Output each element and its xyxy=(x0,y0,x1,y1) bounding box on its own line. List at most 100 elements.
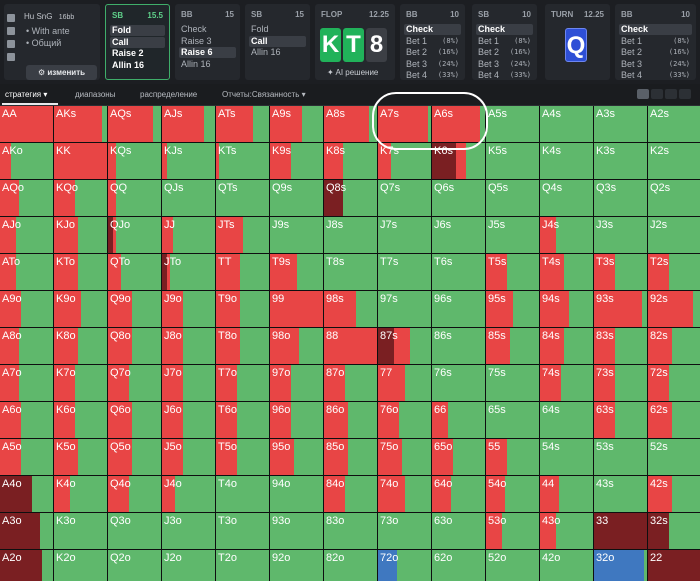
hand-cell-64o[interactable]: 64o xyxy=(432,476,485,512)
hand-cell-76o[interactable]: 76o xyxy=(378,402,431,438)
hand-cell-T4o[interactable]: T4o xyxy=(216,476,269,512)
ai-solution-link[interactable]: ✦ AI решение xyxy=(327,68,379,77)
hand-cell-J8s[interactable]: J8s xyxy=(324,217,377,253)
hand-cell-QQ[interactable]: QQ xyxy=(108,180,161,216)
hand-cell-K4o[interactable]: K4o xyxy=(54,476,107,512)
hand-cell-82o[interactable]: 82o xyxy=(324,550,377,581)
hand-cell-K6o[interactable]: K6o xyxy=(54,402,107,438)
option-bet-2[interactable]: Bet 2 (16%) xyxy=(621,47,690,57)
hand-cell-75s[interactable]: 75s xyxy=(486,365,539,401)
hand-cell-Q6s[interactable]: Q6s xyxy=(432,180,485,216)
hand-cell-97o[interactable]: 97o xyxy=(270,365,323,401)
hand-cell-52s[interactable]: 52s xyxy=(648,439,700,475)
hand-cell-94s[interactable]: 94s xyxy=(540,291,593,327)
hand-cell-98s[interactable]: 98s xyxy=(324,291,377,327)
hand-cell-84o[interactable]: 84o xyxy=(324,476,377,512)
tab-distribution[interactable]: распределение xyxy=(140,90,198,99)
hand-cell-97s[interactable]: 97s xyxy=(378,291,431,327)
action-panel-sb-flop[interactable]: SB 10 Check Bet 1 (8%) Bet 2 (16%) Bet 3 (24… xyxy=(472,4,537,80)
tab-strategy[interactable]: стратегия ▾ xyxy=(5,90,48,99)
hand-cell-32o[interactable]: 32o xyxy=(594,550,647,581)
hand-cell-Q7s[interactable]: Q7s xyxy=(378,180,431,216)
hand-cell-J4o[interactable]: J4o xyxy=(162,476,215,512)
hand-cell-99[interactable]: 99 xyxy=(270,291,323,327)
option-call[interactable]: Call xyxy=(110,36,165,48)
hand-cell-86s[interactable]: 86s xyxy=(432,328,485,364)
hand-cell-94o[interactable]: 94o xyxy=(270,476,323,512)
hand-cell-J3s[interactable]: J3s xyxy=(594,217,647,253)
hand-cell-KK[interactable]: KK xyxy=(54,143,107,179)
hand-cell-Q6o[interactable]: Q6o xyxy=(108,402,161,438)
hand-cell-AQo[interactable]: AQo xyxy=(0,180,53,216)
hand-cell-93o[interactable]: 93o xyxy=(270,513,323,549)
grid-view-icon[interactable] xyxy=(637,89,649,99)
hand-cell-K3o[interactable]: K3o xyxy=(54,513,107,549)
hand-cell-T2o[interactable]: T2o xyxy=(216,550,269,581)
hand-cell-Q3s[interactable]: Q3s xyxy=(594,180,647,216)
hand-cell-A2o[interactable]: A2o xyxy=(0,550,53,581)
hand-cell-22[interactable]: 22 xyxy=(648,550,700,581)
hand-cell-K3s[interactable]: K3s xyxy=(594,143,647,179)
hand-cell-55[interactable]: 55 xyxy=(486,439,539,475)
option-allin-16[interactable]: Allin 16 xyxy=(251,47,281,57)
hand-cell-Q3o[interactable]: Q3o xyxy=(108,513,161,549)
hand-cell-43o[interactable]: 43o xyxy=(540,513,593,549)
hand-cell-65s[interactable]: 65s xyxy=(486,402,539,438)
hand-cell-AQs[interactable]: AQs xyxy=(108,106,161,142)
hand-cell-JTo[interactable]: JTo xyxy=(162,254,215,290)
hand-cell-TT[interactable]: TT xyxy=(216,254,269,290)
hand-cell-T5o[interactable]: T5o xyxy=(216,439,269,475)
hand-cell-T6o[interactable]: T6o xyxy=(216,402,269,438)
hand-cell-T5s[interactable]: T5s xyxy=(486,254,539,290)
tab-reports[interactable]: Отчеты:Связанность ▾ xyxy=(222,90,306,99)
hand-cell-62s[interactable]: 62s xyxy=(648,402,700,438)
hand-cell-A8o[interactable]: A8o xyxy=(0,328,53,364)
hand-cell-J5s[interactable]: J5s xyxy=(486,217,539,253)
hand-cell-42s[interactable]: 42s xyxy=(648,476,700,512)
hand-cell-72s[interactable]: 72s xyxy=(648,365,700,401)
tab-ranges[interactable]: диапазоны xyxy=(75,90,116,99)
hand-cell-T4s[interactable]: T4s xyxy=(540,254,593,290)
hand-cell-95s[interactable]: 95s xyxy=(486,291,539,327)
option-bet-2[interactable]: Bet 2 (16%) xyxy=(406,47,459,57)
hand-cell-A5o[interactable]: A5o xyxy=(0,439,53,475)
hand-cell-T6s[interactable]: T6s xyxy=(432,254,485,290)
option-bet-4[interactable]: Bet 4 (33%) xyxy=(478,70,531,80)
option-fold[interactable]: Fold xyxy=(251,24,269,34)
hand-cell-A7s[interactable]: A7s xyxy=(378,106,431,142)
expand-icon[interactable] xyxy=(679,89,691,99)
hand-cell-54o[interactable]: 54o xyxy=(486,476,539,512)
hand-cell-73s[interactable]: 73s xyxy=(594,365,647,401)
hand-cell-83s[interactable]: 83s xyxy=(594,328,647,364)
hand-cell-T7o[interactable]: T7o xyxy=(216,365,269,401)
hand-cell-98o[interactable]: 98o xyxy=(270,328,323,364)
hand-cell-QJo[interactable]: QJo xyxy=(108,217,161,253)
hand-cell-AKs[interactable]: AKs xyxy=(54,106,107,142)
hand-cell-JJ[interactable]: JJ xyxy=(162,217,215,253)
hand-cell-Q2s[interactable]: Q2s xyxy=(648,180,700,216)
copy-icon[interactable] xyxy=(7,14,15,22)
hand-cell-T8s[interactable]: T8s xyxy=(324,254,377,290)
hand-cell-K9s[interactable]: K9s xyxy=(270,143,323,179)
hand-cell-K8o[interactable]: K8o xyxy=(54,328,107,364)
hand-cell-A3o[interactable]: A3o xyxy=(0,513,53,549)
action-panel-bb-flop[interactable]: BB 10 Check Bet 1 (8%) Bet 2 (16%) Bet 3 (24… xyxy=(400,4,465,80)
hand-cell-J2o[interactable]: J2o xyxy=(162,550,215,581)
hand-cell-AA[interactable]: AA xyxy=(0,106,53,142)
hand-cell-KTs[interactable]: KTs xyxy=(216,143,269,179)
hand-cell-A4o[interactable]: A4o xyxy=(0,476,53,512)
hand-cell-85o[interactable]: 85o xyxy=(324,439,377,475)
option-raise-2[interactable]: Raise 2 xyxy=(112,48,144,58)
option-bet-1[interactable]: Bet 1 (8%) xyxy=(621,35,690,46)
option-bet-3[interactable]: Bet 3 (24%) xyxy=(406,58,459,69)
hand-cell-KTo[interactable]: KTo xyxy=(54,254,107,290)
action-panel-sb-call[interactable]: SB 15 Fold Call Allin 16 xyxy=(245,4,310,80)
hand-cell-87s[interactable]: 87s xyxy=(378,328,431,364)
hand-cell-K6s[interactable]: K6s xyxy=(432,143,485,179)
hand-cell-T7s[interactable]: T7s xyxy=(378,254,431,290)
hand-cell-95o[interactable]: 95o xyxy=(270,439,323,475)
hand-cell-ATs[interactable]: ATs xyxy=(216,106,269,142)
hand-cell-42o[interactable]: 42o xyxy=(540,550,593,581)
hand-cell-A9s[interactable]: A9s xyxy=(270,106,323,142)
hand-cell-JTs[interactable]: JTs xyxy=(216,217,269,253)
